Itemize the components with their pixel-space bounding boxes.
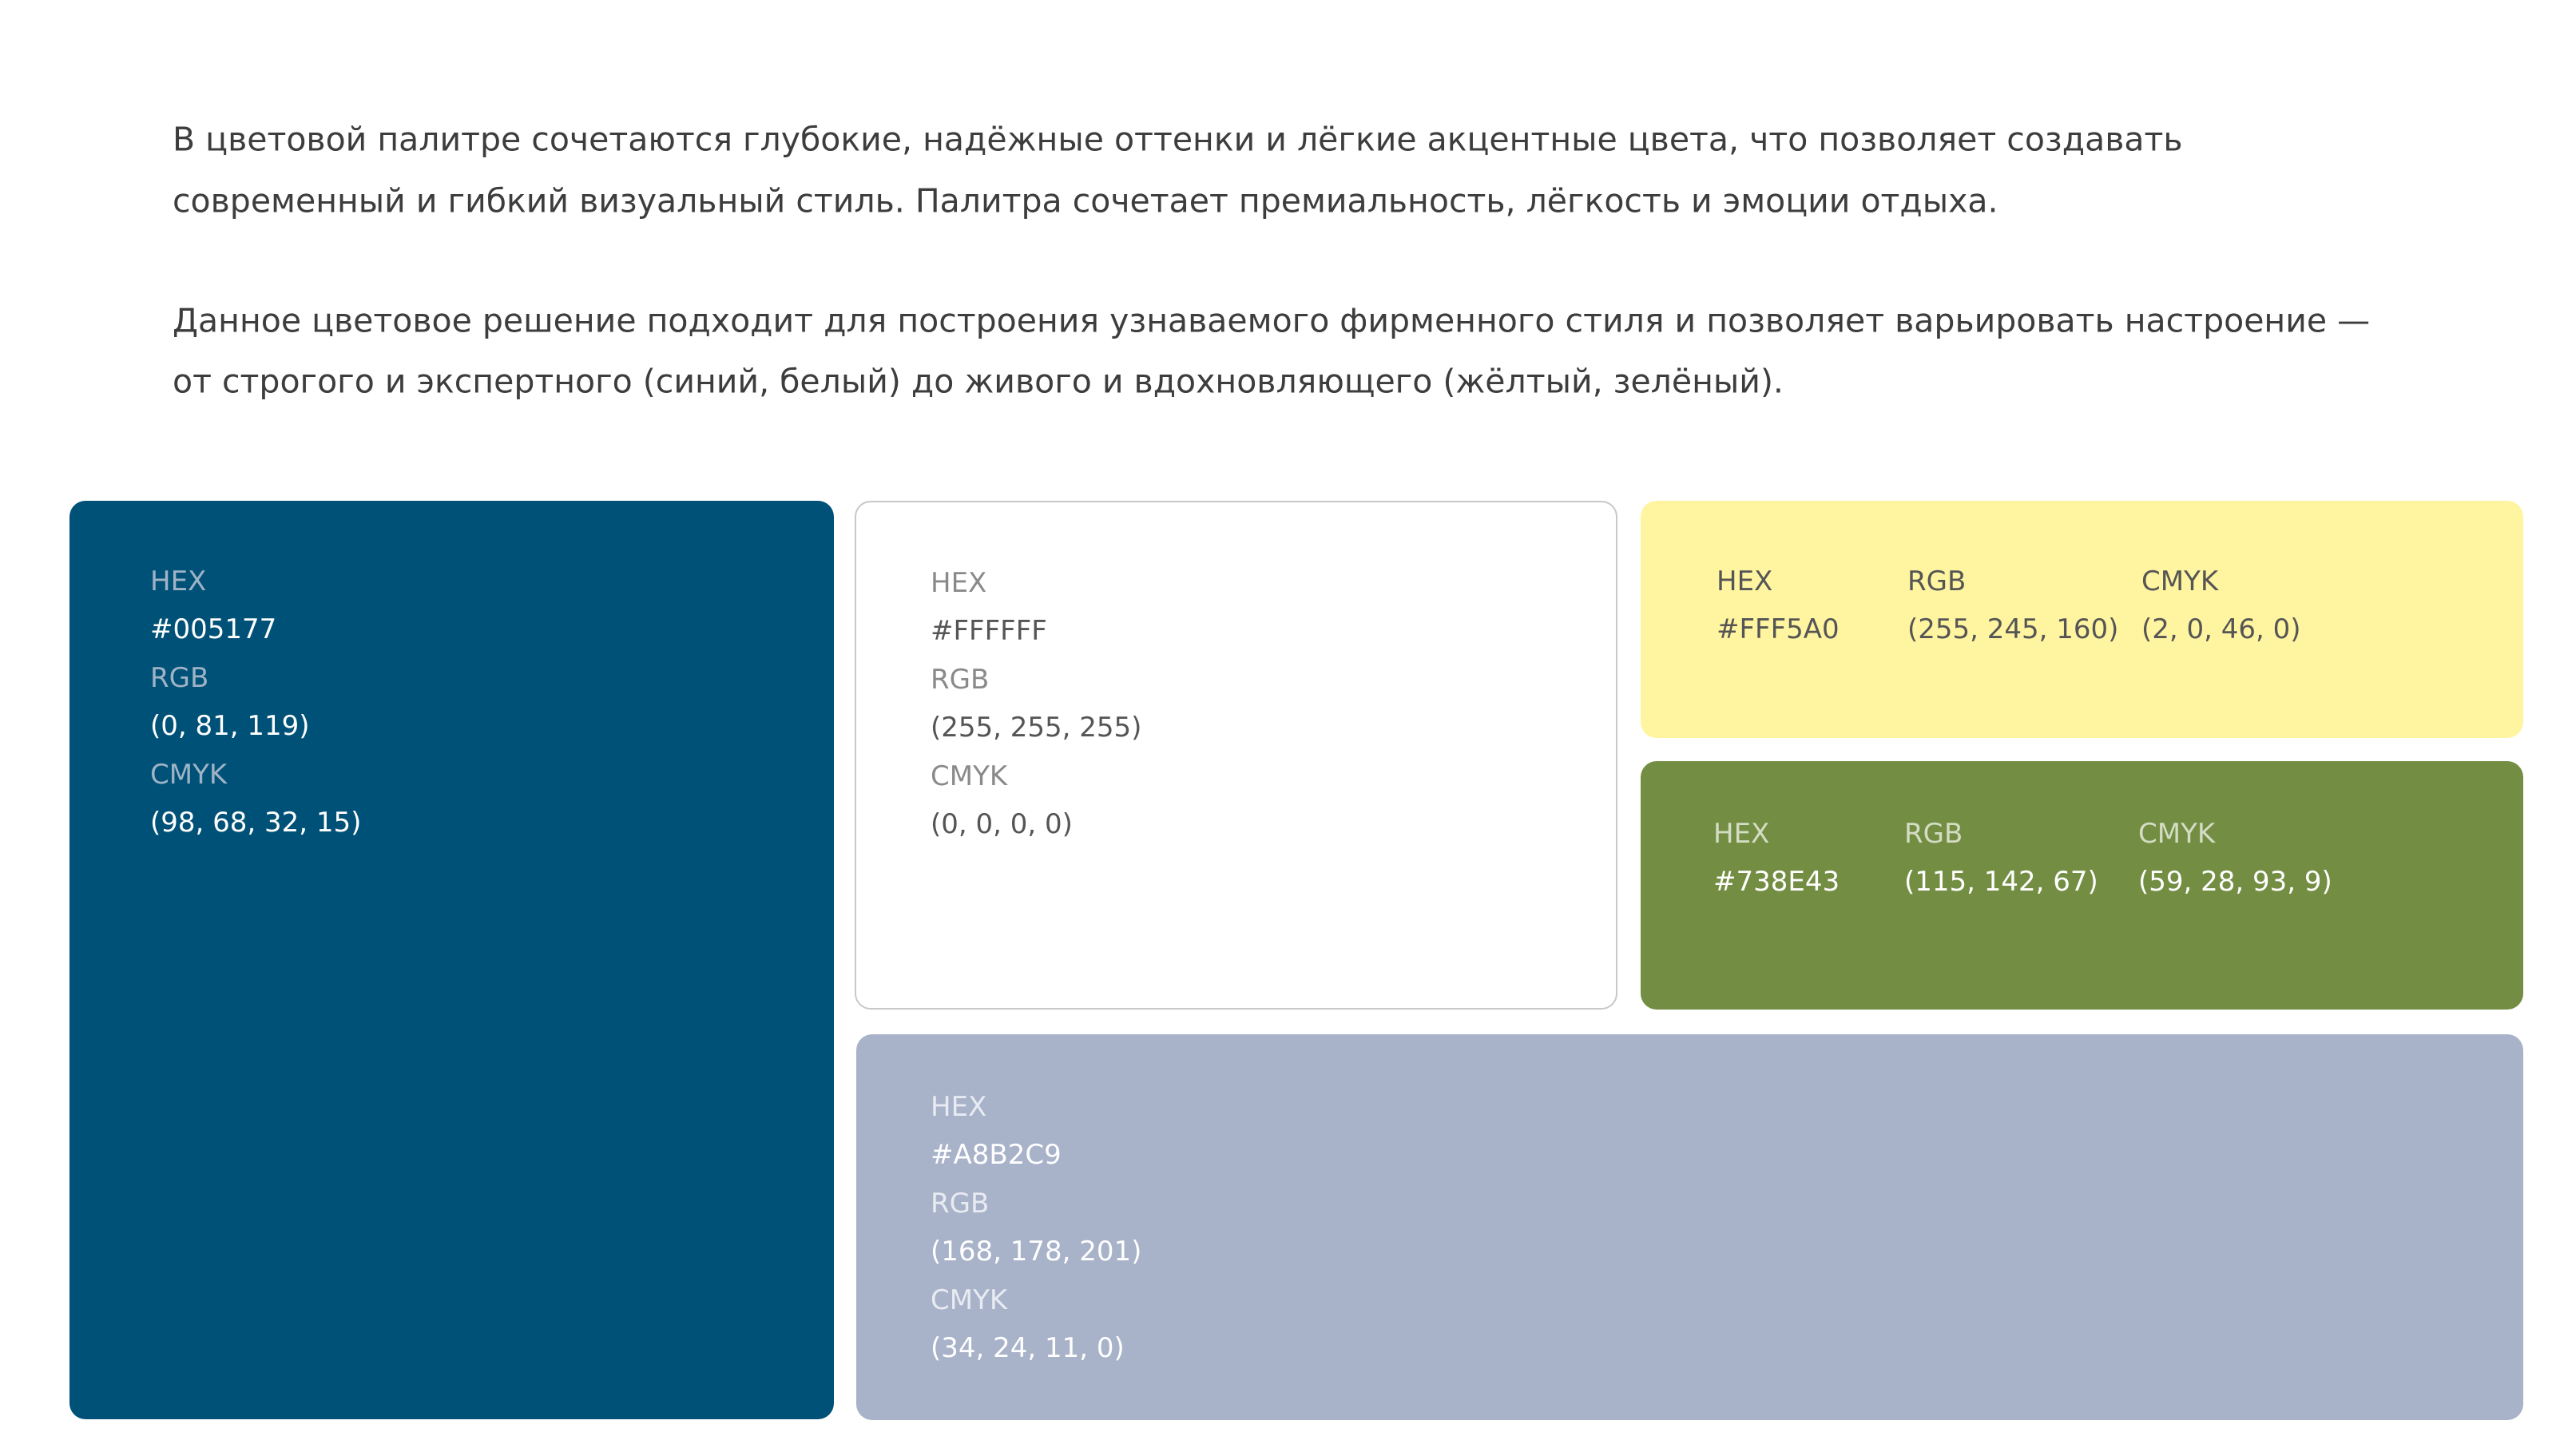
field-value: (255, 255, 255)	[931, 712, 1142, 744]
intro-text: от строгого и экспертного (синий, белый)…	[173, 362, 1784, 401]
field-value: (59, 28, 93, 9)	[2138, 866, 2332, 898]
color-card: HEX #A8B2C9 RGB (168, 178, 201) CMYK (34, 24,…	[856, 1034, 2523, 1420]
field-value: (2, 0, 46, 0)	[2141, 613, 2301, 645]
field-value: (168, 178, 201)	[931, 1236, 1142, 1268]
field-label: RGB	[1904, 818, 1963, 850]
field-label: CMYK	[931, 760, 1008, 792]
field-label: HEX	[150, 565, 207, 597]
field-value: #A8B2C9	[931, 1139, 1062, 1171]
field-value: (34, 24, 11, 0)	[931, 1332, 1125, 1364]
field-label: CMYK	[931, 1284, 1008, 1316]
color-card: HEX #FFF5A0 RGB (255, 245, 160) CMYK (2, 0, 4…	[1641, 501, 2523, 738]
intro-text: современный и гибкий визуальный стиль. П…	[173, 181, 1998, 220]
color-card: HEX #FFFFFF RGB (255, 255, 255) CMYK (0, 0, 0…	[855, 501, 1617, 1010]
field-label: CMYK	[2138, 818, 2216, 850]
field-label: RGB	[150, 662, 209, 694]
field-label: CMYK	[2141, 565, 2219, 597]
field-value: #FFFFFF	[931, 615, 1047, 647]
field-label: RGB	[1907, 565, 1967, 597]
field-label: HEX	[931, 567, 987, 599]
field-label: HEX	[931, 1091, 987, 1123]
color-card: HEX #738E43 RGB (115, 142, 67) CMYK (59, 28, …	[1641, 761, 2523, 1010]
field-label: RGB	[931, 1188, 990, 1220]
intro-text: В цветовой палитре сочетаются глубокие, …	[173, 120, 2183, 159]
color-card: HEX #005177 RGB (0, 81, 119) CMYK (98, 68, 32…	[69, 501, 834, 1419]
field-value: #738E43	[1713, 866, 1840, 898]
field-label: RGB	[931, 664, 990, 696]
field-value: (255, 245, 160)	[1907, 613, 2119, 645]
intro-text: Данное цветовое решение подходит для пос…	[173, 301, 2371, 340]
field-label: HEX	[1713, 818, 1770, 850]
field-value: (115, 142, 67)	[1904, 866, 2098, 898]
field-value: #005177	[150, 613, 277, 645]
field-value: (0, 0, 0, 0)	[931, 808, 1073, 840]
field-label: HEX	[1717, 565, 1773, 597]
field-value: (98, 68, 32, 15)	[150, 807, 362, 839]
field-value: #FFF5A0	[1717, 613, 1840, 645]
field-value: (0, 81, 119)	[150, 710, 310, 742]
field-label: CMYK	[150, 759, 228, 791]
